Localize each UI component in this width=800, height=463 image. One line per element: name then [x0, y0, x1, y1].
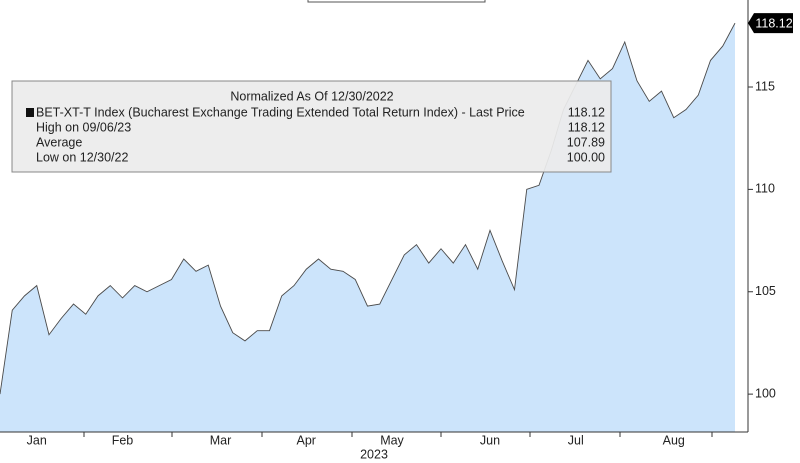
- legend-value: 118.12: [568, 105, 605, 119]
- legend-box: [11, 80, 612, 173]
- y-tick-label: 115: [755, 79, 775, 93]
- line: [0, 22, 736, 395]
- legend-value: 107.89: [567, 135, 605, 149]
- legend-label: Low on 12/30/22: [36, 150, 128, 164]
- legend-swatch: [26, 108, 34, 117]
- legend-label: BET-XT-T Index (Bucharest Exchange Tradi…: [36, 105, 525, 119]
- legend-title: Normalized As Of 12/30/2022: [230, 89, 393, 103]
- legend-label: Average: [36, 135, 82, 149]
- x-tick-label: Feb: [112, 433, 134, 447]
- x-tick-label: Jul: [568, 433, 584, 447]
- y-tick-label: 100: [755, 386, 776, 400]
- x-tick-label: May: [380, 433, 404, 447]
- x-tick-label: Mar: [210, 433, 232, 447]
- legend: Normalized As Of 12/30/2022 BET-XT-T Ind…: [11, 80, 612, 173]
- x-tick-label: Jun: [480, 433, 500, 447]
- y-tick-label: 105: [755, 284, 776, 298]
- area: [0, 23, 735, 432]
- x-axis-label: 2023: [360, 447, 388, 461]
- legend-value: 118.12: [568, 120, 605, 134]
- toolbar-box: [307, 0, 486, 3]
- last-price-label: 118.12: [755, 16, 792, 30]
- legend-value: 100.00: [567, 150, 605, 164]
- legend-label: High on 09/06/23: [36, 120, 131, 134]
- last-price-tag: [748, 13, 793, 34]
- x-tick-label: Apr: [297, 433, 316, 447]
- x-tick-label: Aug: [663, 433, 685, 447]
- month-ticks: [83, 432, 713, 437]
- x-tick-label: Jan: [27, 433, 47, 447]
- y-tick-label: 110: [755, 182, 775, 196]
